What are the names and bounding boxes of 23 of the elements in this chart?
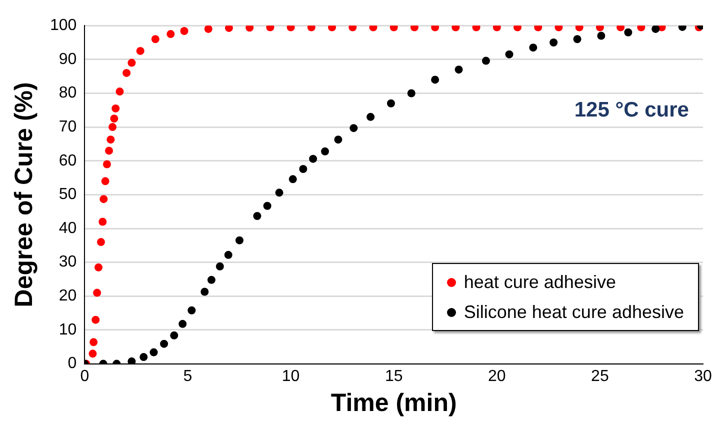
legend-label: Silicone heat cure adhesive xyxy=(464,302,684,322)
y-tick-label: 50 xyxy=(58,186,77,204)
x-tick-label: 30 xyxy=(694,368,712,385)
x-tick-label: 10 xyxy=(282,368,300,385)
x-tick-label: 0 xyxy=(80,368,90,385)
y-tick-label: 100 xyxy=(50,17,77,34)
y-tick-label: 90 xyxy=(58,50,77,68)
y-tick-label: 80 xyxy=(58,84,77,102)
y-axis-title: Degree of Cure (%) xyxy=(10,82,38,308)
y-tick-label: 60 xyxy=(58,152,77,170)
y-tick-label: 30 xyxy=(58,254,77,271)
x-tick-label: 5 xyxy=(183,368,192,385)
y-tick-label: 0 xyxy=(68,355,77,372)
x-tick-label: 15 xyxy=(384,368,403,385)
annotation: 125 °C cure xyxy=(574,98,689,122)
y-tick-label: 20 xyxy=(58,288,77,305)
legend-label: heat cure adhesive xyxy=(464,272,616,292)
x-tick-label: 20 xyxy=(488,368,506,385)
y-tick-label: 70 xyxy=(58,118,77,136)
y-tick-label: 40 xyxy=(58,220,77,237)
x-axis-title: Time (min) xyxy=(330,388,457,417)
x-tick-label: 25 xyxy=(591,368,609,385)
y-tick-label: 10 xyxy=(58,321,77,338)
